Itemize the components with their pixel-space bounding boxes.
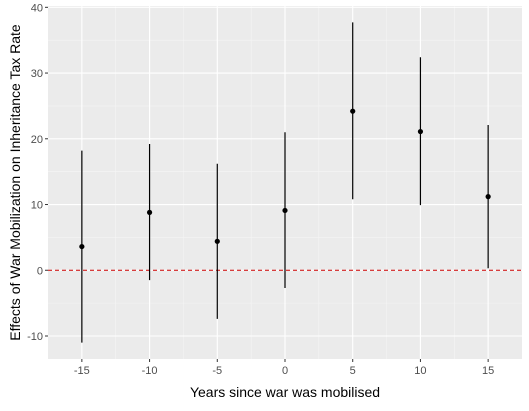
y-tick-label: 40 bbox=[31, 2, 43, 14]
y-axis-title: Effects of War Mobilization on Inheritan… bbox=[7, 24, 23, 341]
x-tick-label: -15 bbox=[74, 365, 90, 377]
data-point bbox=[485, 194, 491, 200]
data-point bbox=[214, 238, 220, 244]
data-point bbox=[417, 128, 424, 135]
y-axis-ticks: -10 0 10 20 30 40 bbox=[27, 2, 48, 343]
x-tick-label: -5 bbox=[212, 365, 222, 377]
x-tick-label: -10 bbox=[142, 365, 158, 377]
data-point bbox=[146, 209, 153, 216]
data-points bbox=[79, 108, 491, 250]
x-tick-label: 10 bbox=[414, 365, 426, 377]
y-tick-label: 20 bbox=[31, 134, 43, 146]
x-axis-title: Years since war was mobilised bbox=[190, 384, 380, 400]
x-axis-ticks: -15 -10 -5 0 5 10 15 bbox=[74, 359, 494, 377]
y-tick-label: -10 bbox=[27, 331, 43, 343]
y-tick-label: 0 bbox=[37, 265, 43, 277]
data-point bbox=[350, 108, 356, 114]
y-tick-label: 30 bbox=[31, 68, 43, 80]
y-tick-label: 10 bbox=[31, 200, 43, 212]
data-point bbox=[79, 243, 85, 250]
x-tick-label: 5 bbox=[350, 365, 356, 377]
data-point bbox=[282, 207, 288, 214]
x-tick-label: 0 bbox=[282, 365, 288, 377]
x-tick-label: 15 bbox=[482, 365, 494, 377]
